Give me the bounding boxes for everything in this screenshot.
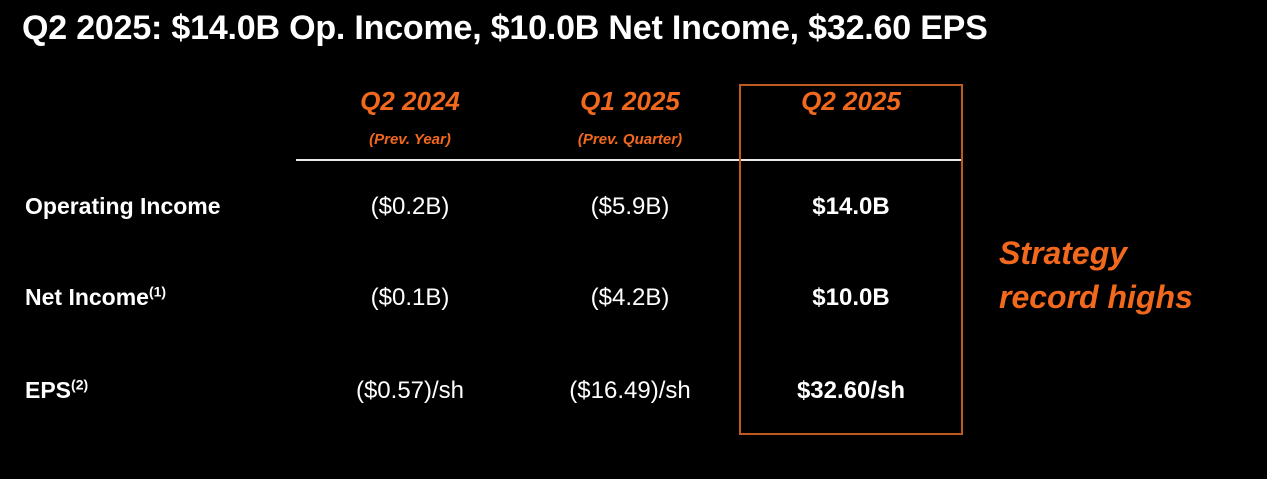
header-divider-line [296, 159, 962, 161]
cell-eps-q2-2025: $32.60/sh [796, 377, 906, 404]
cell-net-income-q2-2025: $10.0B [812, 284, 890, 311]
annotation-strategy-record-highs: Strategy record highs [999, 231, 1193, 319]
highlight-box-q2-2025 [739, 84, 963, 435]
row-label-net-income: Net Income(1) [25, 284, 166, 311]
column-subheader-prev-quarter: (Prev. Quarter) [577, 131, 683, 148]
cell-eps-q1-2025: ($16.49)/sh [569, 377, 691, 404]
row-footnote-marker: (2) [71, 376, 89, 393]
row-label-operating-income: Operating Income [25, 193, 221, 220]
cell-net-income-q1-2025: ($4.2B) [590, 284, 670, 311]
column-header-q2-2025: Q2 2025 [801, 86, 901, 116]
cell-operating-income-q2-2025: $14.0B [812, 193, 890, 220]
row-label-text: Operating Income [25, 193, 221, 219]
row-footnote-marker: (1) [148, 283, 167, 300]
cell-net-income-q2-2024: ($0.1B) [370, 284, 450, 311]
column-header-q1-2025: Q1 2025 [580, 86, 680, 116]
row-label-text: Net Income [25, 284, 149, 310]
column-header-q2-2024: Q2 2024 [360, 86, 460, 116]
cell-eps-q2-2024: ($0.57)/sh [355, 377, 465, 404]
column-subheader-prev-year: (Prev. Year) [369, 131, 451, 148]
row-label-eps: EPS(2) [25, 377, 88, 404]
cell-operating-income-q1-2025: ($5.9B) [590, 193, 670, 220]
row-label-text: EPS [25, 377, 72, 403]
cell-operating-income-q2-2024: ($0.2B) [370, 193, 450, 220]
slide-title: Q2 2025: $14.0B Op. Income, $10.0B Net I… [22, 9, 988, 47]
annotation-line-1: Strategy [999, 235, 1128, 271]
annotation-line-2: record highs [999, 279, 1193, 315]
